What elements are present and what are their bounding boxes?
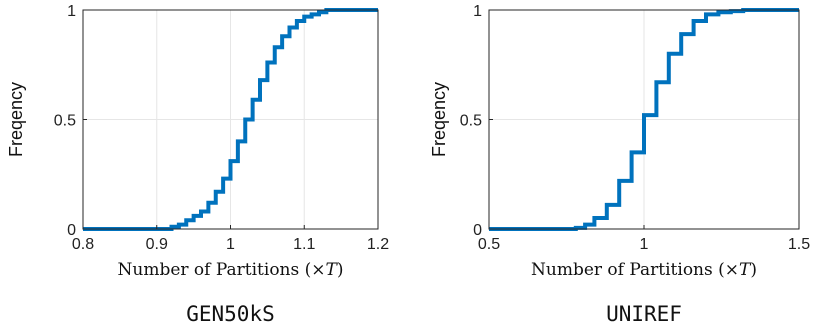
y-tick-label: 1: [67, 3, 76, 20]
chart-caption: UNIREF: [606, 302, 682, 326]
x-tick-label: 1: [640, 236, 649, 253]
y-tick-label: 0.5: [54, 113, 76, 130]
x-axis-label: Number of Partitions (×T): [118, 260, 344, 280]
cdf-series-line: [83, 8, 378, 231]
chart-gen50ks: 0.8 0.9 1 1.1 1.2 00.51 Freqency Number of P…: [6, 3, 389, 326]
y-axis-label: Freqency: [6, 82, 26, 157]
x-tick-label: 0.5: [478, 236, 500, 253]
x-tick-label: 0.9: [146, 236, 168, 253]
cdf-series-line: [489, 8, 799, 231]
x-tick-label: 0.8: [72, 236, 94, 253]
x-tick-label: 1.5: [788, 236, 810, 253]
y-tick-label: 0.5: [460, 113, 482, 130]
plot-area: [489, 8, 799, 231]
chart-uniref: 0.5 1 1.5 00.51 Freqency Number of Partiti…: [429, 3, 810, 326]
x-tick-label: 1: [226, 236, 235, 253]
y-axis-label: Freqency: [429, 82, 449, 157]
grid: [82, 9, 379, 230]
chart-caption: GEN50kS: [186, 302, 275, 326]
y-tick-label: 0: [67, 222, 76, 239]
x-tick-label: 1.1: [293, 236, 315, 253]
x-tick-labels: 0.8 0.9 1 1.1 1.2: [72, 225, 389, 253]
x-tick-labels: 0.5 1 1.5: [478, 225, 810, 253]
y-tick-labels: 00.51: [54, 3, 87, 239]
plot-area: [83, 8, 378, 231]
y-tick-label: 0: [473, 222, 482, 239]
x-axis-label: Number of Partitions (×T): [531, 260, 757, 280]
y-tick-labels: 00.51: [460, 3, 493, 239]
y-tick-label: 1: [473, 3, 482, 20]
x-tick-label: 1.2: [367, 236, 389, 253]
